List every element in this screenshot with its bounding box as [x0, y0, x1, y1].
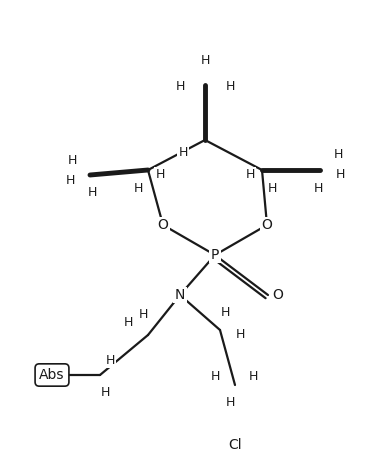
Text: H: H [200, 54, 210, 67]
Text: N: N [175, 288, 185, 302]
Text: H: H [210, 371, 220, 383]
Text: H: H [65, 174, 75, 186]
Text: H: H [138, 309, 148, 321]
Text: H: H [225, 396, 235, 410]
Text: Cl: Cl [228, 438, 242, 452]
Text: H: H [123, 317, 133, 329]
Text: H: H [235, 329, 245, 342]
Text: H: H [87, 186, 97, 200]
Text: P: P [211, 248, 219, 262]
Text: H: H [267, 182, 277, 194]
Text: H: H [175, 81, 185, 93]
Text: H: H [245, 169, 255, 182]
Text: H: H [67, 153, 77, 167]
Text: H: H [220, 305, 230, 319]
Text: H: H [155, 169, 165, 182]
Text: H: H [248, 371, 258, 383]
Text: H: H [335, 169, 345, 182]
Text: O: O [262, 218, 272, 232]
Text: H: H [225, 81, 235, 93]
Text: H: H [105, 354, 115, 366]
Text: O: O [158, 218, 168, 232]
Text: H: H [178, 145, 188, 159]
Text: H: H [100, 387, 110, 399]
Text: H: H [333, 149, 343, 161]
Text: H: H [133, 182, 143, 194]
Text: Abs: Abs [39, 368, 65, 382]
Text: O: O [273, 288, 283, 302]
Text: H: H [313, 182, 323, 194]
